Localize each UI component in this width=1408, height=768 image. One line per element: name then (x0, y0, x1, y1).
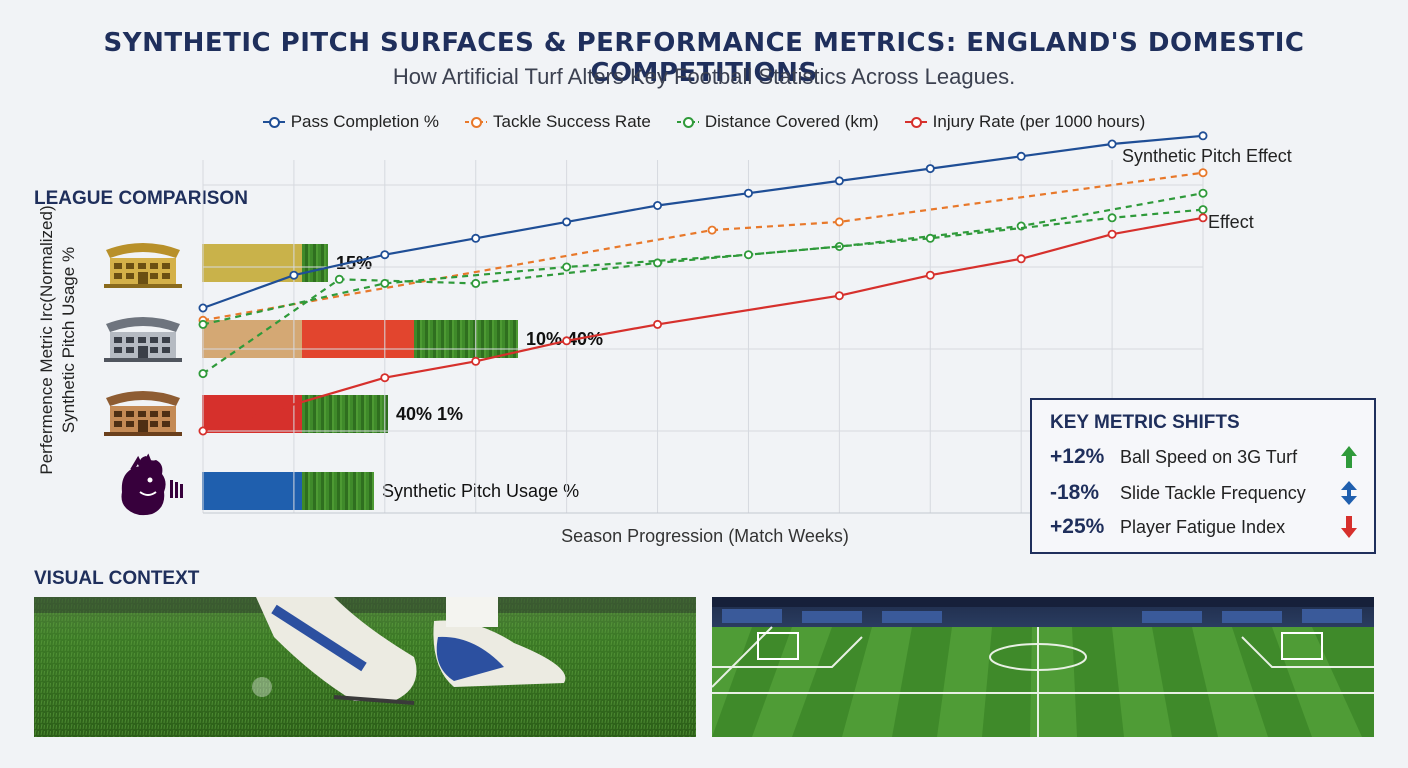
chart-grid (202, 160, 1204, 514)
line-chart (198, 131, 1208, 514)
data-point (380, 373, 390, 383)
legend-label: Injury Rate (per 1000 hours) (932, 112, 1146, 131)
data-point (198, 369, 208, 379)
data-point (925, 164, 935, 174)
turf-segment (302, 244, 328, 282)
legend-label: Pass Completion % (290, 112, 440, 131)
turf-segment (302, 472, 374, 510)
data-point (1198, 188, 1208, 198)
data-point (925, 233, 935, 243)
bar-segment (202, 472, 302, 510)
data-point (471, 356, 481, 366)
data-point (198, 319, 208, 329)
data-point (653, 200, 663, 210)
data-point (562, 262, 572, 272)
data-point (471, 233, 481, 243)
metric-shift-row: +25% Player Fatigue Index (1050, 512, 1360, 542)
data-point (653, 258, 663, 268)
data-point (1198, 131, 1208, 141)
arrow-up-down-icon (1341, 481, 1357, 505)
legend-item-injury-rate: Injury Rate (per 1000 hours) (904, 112, 1146, 132)
metric-shift-row: +12% Ball Speed on 3G Turf (1050, 442, 1360, 472)
page-subtitle: How Artificial Turf Alters Key Football … (392, 64, 1016, 89)
data-point (1198, 213, 1208, 223)
league-bar-label: Synthetic Pitch Usage % (382, 481, 580, 501)
data-point (1198, 168, 1208, 178)
data-point (925, 270, 935, 280)
legend-label: Distance Covered (km) (704, 112, 879, 131)
bar-segment (202, 244, 302, 282)
data-point (1107, 213, 1117, 223)
turf-segment (302, 395, 388, 433)
legend-item-tackle-success: Tackle Success Rate (465, 112, 651, 132)
annotation-effect: Effect (1208, 212, 1254, 232)
data-point (834, 176, 844, 186)
y-axis-label-line-1: Perfermence Metric Irc(Normalized) (37, 205, 56, 475)
legend-swatch-orange (465, 117, 488, 128)
metric-shift-value: +25% (1050, 515, 1105, 538)
data-point (198, 426, 208, 436)
league-bar (202, 244, 328, 282)
series-line-0 (202, 134, 1204, 310)
arrow-up-icon (1341, 446, 1357, 468)
stadium-gold-icon (104, 243, 182, 288)
legend-item-pass-completion: Pass Completion % (262, 112, 440, 132)
data-point (1016, 254, 1026, 264)
legend-swatch-green (676, 117, 699, 128)
stadium-pitch-photo (712, 597, 1374, 737)
metric-shift-label: Slide Tackle Frequency (1120, 482, 1306, 503)
league-bar-label: 15% (336, 253, 373, 273)
data-point (1107, 139, 1117, 149)
data-point (334, 274, 344, 284)
turf-segment (414, 320, 518, 358)
league-bar-label: 40% 1% (396, 404, 464, 424)
key-metric-shifts-title: KEY METRIC SHIFTS (1050, 412, 1240, 433)
data-point (707, 225, 717, 235)
annotation-synthetic-pitch-effect: Synthetic Pitch Effect (1122, 146, 1292, 166)
series-line-2 (202, 192, 1204, 375)
league-comparison-label: LEAGUE COMPARISON (34, 188, 248, 209)
metric-shift-label: Ball Speed on 3G Turf (1120, 446, 1298, 467)
data-point (198, 303, 208, 313)
stadium-bronze-icon (104, 391, 182, 436)
league-bar (202, 472, 374, 510)
visual-context-label: VISUAL CONTEXT (34, 568, 200, 589)
series-line-1 (202, 171, 1204, 322)
x-axis-label: Season Progression (Match Weeks) (561, 526, 849, 546)
series-line-4 (202, 216, 1204, 433)
data-point (653, 319, 663, 329)
legend-swatch-blue (262, 117, 285, 128)
premier-league-lion-icon (121, 453, 183, 516)
data-point (380, 278, 390, 288)
data-point (562, 336, 572, 346)
data-point (1016, 151, 1026, 161)
chart-legend: Pass Completion % Tackle Success Rate Di… (0, 112, 1408, 132)
metric-shift-label: Player Fatigue Index (1120, 516, 1286, 537)
metric-shift-row: -18% Slide Tackle Frequency (1050, 478, 1360, 508)
data-point (380, 250, 390, 260)
legend-swatch-red (904, 117, 927, 128)
chart-series (198, 131, 1208, 436)
legend-label: Tackle Success Rate (493, 112, 651, 131)
data-point (834, 217, 844, 227)
data-point (1198, 205, 1208, 215)
data-point (289, 270, 299, 280)
data-point (1107, 229, 1117, 239)
stadium-grey-icon (104, 317, 182, 362)
y-axis-label: Perfermence Metric Irc(Normalized) Synthe… (28, 160, 88, 520)
y-axis-label-line-2: Synthetic Pitch Usage % (59, 246, 78, 434)
metric-shift-value: -18% (1050, 481, 1100, 504)
boots-on-turf-photo (34, 597, 696, 737)
data-point (743, 188, 753, 198)
page-title: SYNTHETIC PITCH SURFACES & PERFORMANCE M… (103, 28, 1305, 88)
bar-segment (302, 320, 414, 358)
data-point (562, 217, 572, 227)
legend-item-distance-covered: Distance Covered (km) (676, 112, 879, 132)
data-point (471, 278, 481, 288)
key-metric-shifts-panel: KEY METRIC SHIFTS +12% Ball Speed on 3G … (1030, 398, 1376, 554)
data-point (743, 250, 753, 260)
arrow-down-icon (1341, 516, 1357, 538)
data-point (834, 291, 844, 301)
metric-shift-value: +12% (1050, 445, 1105, 468)
